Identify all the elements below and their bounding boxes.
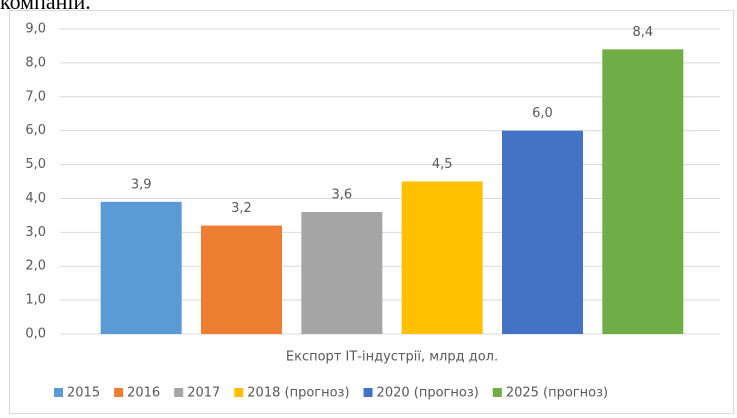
legend-swatch xyxy=(114,388,124,397)
value-label: 3,9 xyxy=(131,177,152,192)
bar xyxy=(502,130,583,334)
legend-label: 2018 (прогноз) xyxy=(247,386,349,401)
y-tick-label: 2,0 xyxy=(25,259,46,274)
legend-label: 2016 xyxy=(127,386,160,401)
caption: компаній. xyxy=(0,0,91,14)
y-tick-label: 7,0 xyxy=(25,89,46,104)
y-tick-label: 9,0 xyxy=(25,22,46,37)
value-label: 6,0 xyxy=(532,106,553,121)
legend-swatch xyxy=(492,388,502,397)
legend-swatch xyxy=(234,388,244,397)
bar xyxy=(301,212,383,334)
x-category-label: Експорт ІТ-індустрії, млрд дол. xyxy=(286,350,498,365)
value-label: 8,4 xyxy=(632,25,653,40)
y-tick-label: 6,0 xyxy=(25,123,46,138)
legend-swatch xyxy=(54,388,63,397)
legend-label: 2020 (прогноз) xyxy=(377,386,479,401)
bar xyxy=(201,225,282,334)
y-tick-label: 1,0 xyxy=(25,293,46,308)
y-tick-label: 5,0 xyxy=(25,157,46,172)
bar xyxy=(100,201,182,334)
legend-swatch xyxy=(174,388,184,397)
y-tick-label: 3,0 xyxy=(25,225,46,240)
legend-label: 2015 xyxy=(67,386,100,401)
bar xyxy=(602,49,684,334)
legend-label: 2017 xyxy=(187,386,220,401)
legend-swatch xyxy=(363,388,373,397)
value-label: 3,6 xyxy=(331,188,352,203)
value-label: 3,2 xyxy=(231,201,252,216)
y-tick-label: 0,0 xyxy=(25,327,46,342)
value-label: 4,5 xyxy=(432,157,453,172)
bar xyxy=(401,181,483,334)
y-tick-label: 4,0 xyxy=(25,191,46,206)
y-tick-label: 8,0 xyxy=(25,55,46,70)
legend-label: 2025 (прогноз) xyxy=(506,386,608,401)
